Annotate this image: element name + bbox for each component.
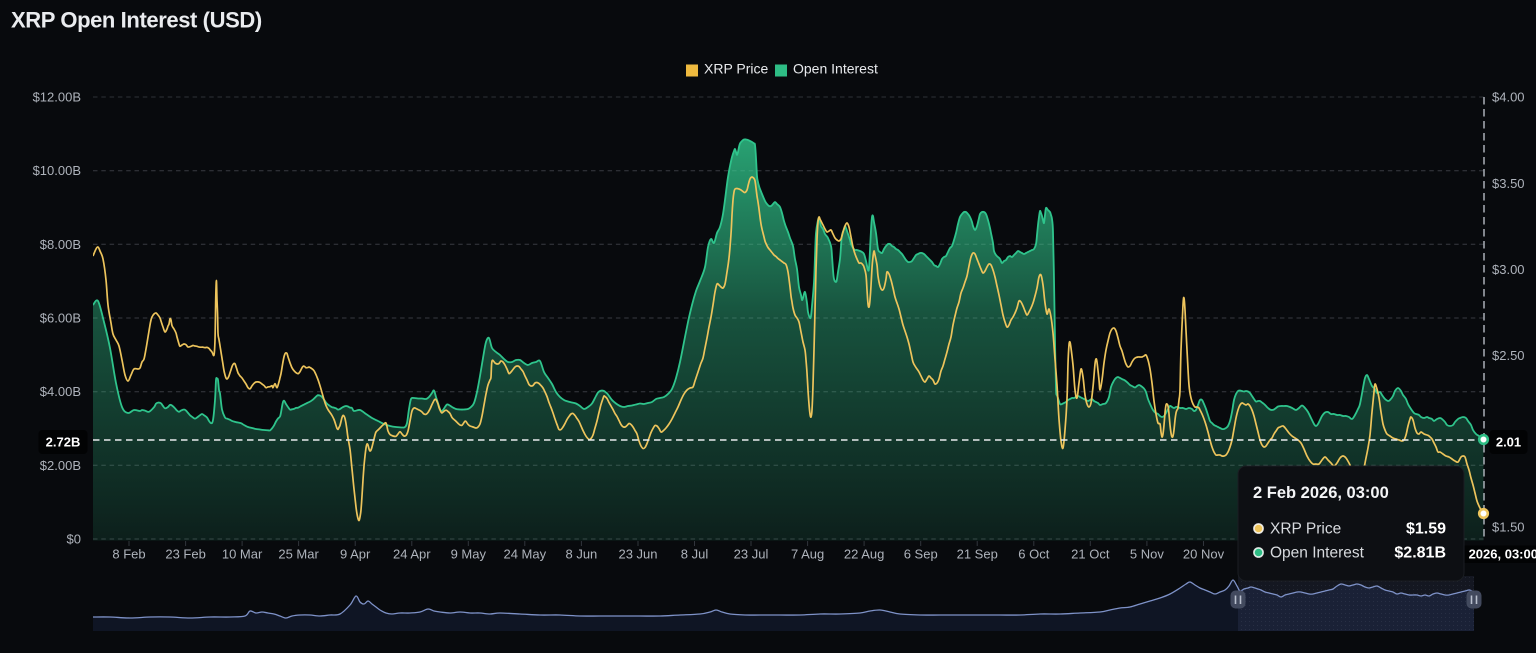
svg-text:XRP Price: XRP Price [704, 61, 769, 77]
svg-text:2 Feb 2026, 03:00: 2 Feb 2026, 03:00 [1253, 484, 1389, 502]
svg-text:$1.50: $1.50 [1492, 520, 1525, 535]
svg-text:6 Oct: 6 Oct [1018, 547, 1049, 562]
svg-text:24 May: 24 May [503, 547, 546, 562]
svg-text:22 Aug: 22 Aug [844, 547, 885, 562]
svg-text:6 Sep: 6 Sep [904, 547, 938, 562]
svg-text:20 Nov: 20 Nov [1183, 547, 1225, 562]
svg-text:21 Oct: 21 Oct [1071, 547, 1110, 562]
svg-text:23 Feb: 23 Feb [165, 547, 205, 562]
svg-text:23 Jul: 23 Jul [734, 547, 769, 562]
svg-text:$3.00: $3.00 [1492, 262, 1525, 277]
svg-text:$3.50: $3.50 [1492, 176, 1525, 191]
svg-text:XRP Open Interest (USD): XRP Open Interest (USD) [11, 8, 262, 33]
svg-text:$0: $0 [67, 532, 81, 547]
svg-text:XRP Price: XRP Price [1270, 521, 1341, 538]
svg-text:Open Interest: Open Interest [1270, 545, 1365, 562]
svg-text:9 Apr: 9 Apr [340, 547, 371, 562]
svg-text:21 Sep: 21 Sep [957, 547, 998, 562]
svg-text:$2.50: $2.50 [1492, 348, 1525, 363]
svg-text:$4.00B: $4.00B [40, 384, 81, 399]
svg-text:8 Jul: 8 Jul [681, 547, 709, 562]
svg-text:23 Jun: 23 Jun [618, 547, 657, 562]
svg-text:$8.00B: $8.00B [40, 237, 81, 252]
svg-text:2.72B: 2.72B [46, 435, 81, 450]
svg-text:$12.00B: $12.00B [33, 90, 81, 105]
svg-text:$2.00B: $2.00B [40, 458, 81, 473]
svg-text:5 Nov: 5 Nov [1130, 547, 1164, 562]
svg-text:8 Feb: 8 Feb [112, 547, 145, 562]
svg-text:Open Interest: Open Interest [793, 61, 878, 77]
svg-text:$2.81B: $2.81B [1394, 545, 1446, 562]
svg-text:24 Apr: 24 Apr [393, 547, 431, 562]
svg-text:$10.00B: $10.00B [33, 163, 81, 178]
svg-text:10 Mar: 10 Mar [222, 547, 263, 562]
svg-text:7 Aug: 7 Aug [791, 547, 824, 562]
svg-text:$4.00: $4.00 [1492, 90, 1525, 105]
svg-text:8 Jun: 8 Jun [565, 547, 597, 562]
svg-text:9 May: 9 May [451, 547, 487, 562]
svg-text:$6.00B: $6.00B [40, 311, 81, 326]
svg-text:2.01: 2.01 [1496, 435, 1521, 450]
svg-text:$1.59: $1.59 [1406, 521, 1446, 538]
svg-text:25 Mar: 25 Mar [278, 547, 319, 562]
